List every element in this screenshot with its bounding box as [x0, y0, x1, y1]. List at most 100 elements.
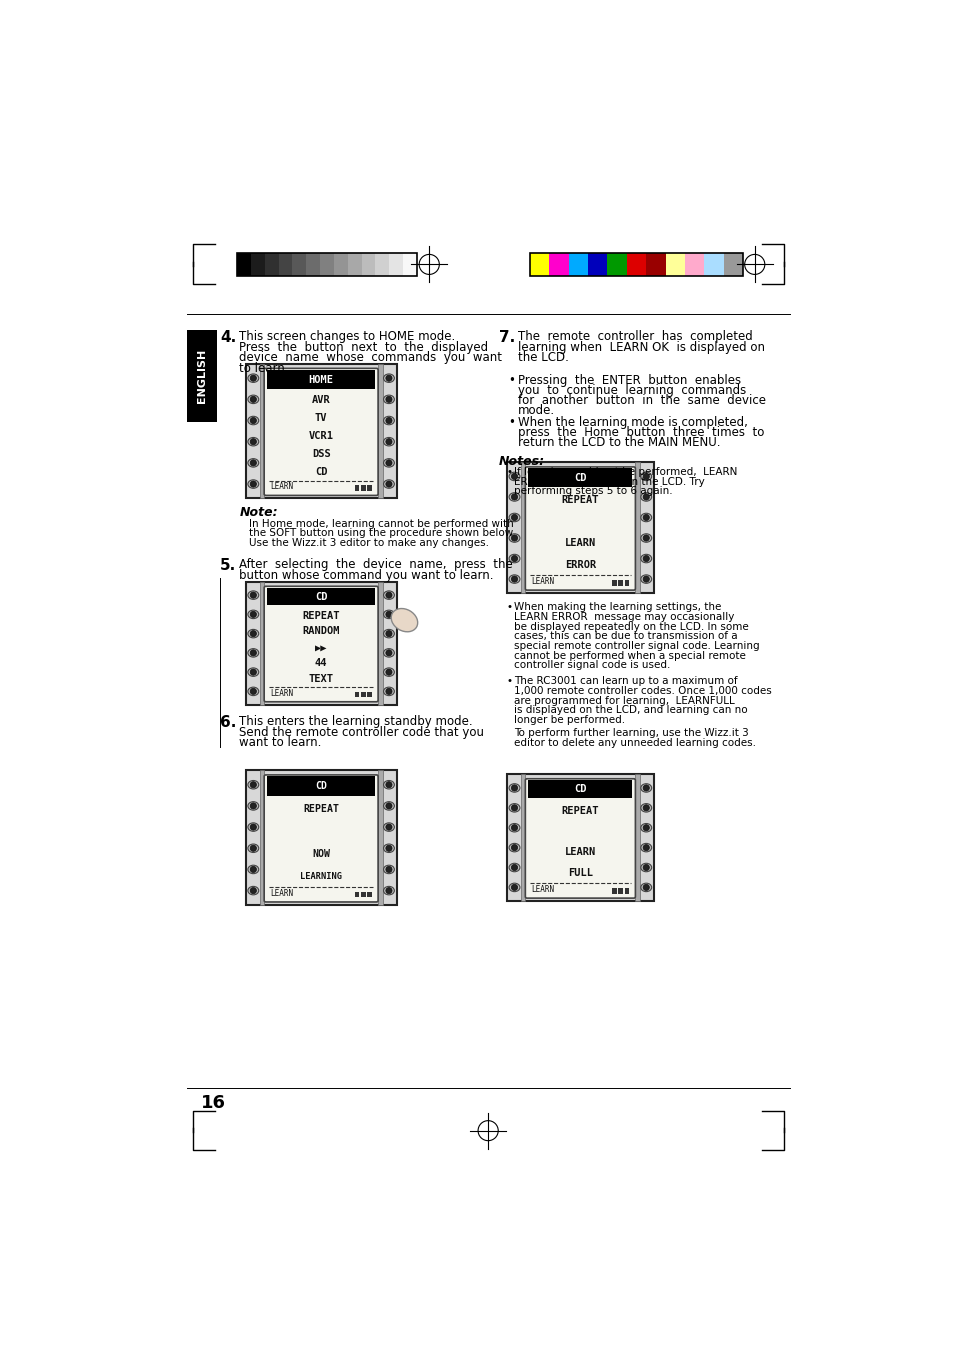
Ellipse shape [383, 824, 394, 832]
Text: After  selecting  the  device  name,  press  the: After selecting the device name, press t… [239, 558, 513, 571]
Bar [334, 252, 347, 275]
Text: controller signal code is used.: controller signal code is used. [514, 660, 670, 670]
Circle shape [642, 784, 649, 791]
Ellipse shape [640, 533, 651, 543]
Bar [587, 252, 607, 275]
Circle shape [250, 481, 256, 487]
Text: Use the Wizz.it 3 editor to make any changes.: Use the Wizz.it 3 editor to make any cha… [249, 537, 489, 548]
Text: REPEAT: REPEAT [303, 805, 338, 814]
Bar [360, 486, 365, 491]
Ellipse shape [509, 803, 519, 813]
Bar [319, 252, 334, 275]
Text: VCR1: VCR1 [309, 431, 334, 441]
Text: •: • [506, 602, 512, 613]
Circle shape [642, 576, 649, 582]
Text: LEARN: LEARN [270, 688, 294, 698]
Text: want to learn.: want to learn. [239, 736, 321, 749]
Bar [607, 252, 626, 275]
Ellipse shape [248, 374, 258, 382]
Circle shape [250, 612, 256, 617]
Circle shape [642, 474, 649, 479]
Bar [389, 252, 402, 275]
Text: 44: 44 [314, 659, 327, 668]
Text: CD: CD [314, 467, 327, 477]
Text: REPEAT: REPEAT [561, 495, 598, 505]
Text: •: • [508, 374, 515, 386]
Bar [355, 486, 359, 491]
Circle shape [642, 514, 649, 521]
Ellipse shape [509, 863, 519, 872]
Bar [292, 252, 306, 275]
Text: This screen changes to HOME mode.: This screen changes to HOME mode. [239, 329, 456, 343]
Ellipse shape [509, 784, 519, 792]
Text: REPEAT: REPEAT [561, 806, 598, 815]
Bar [360, 892, 365, 898]
Circle shape [385, 593, 392, 598]
Bar [267, 370, 375, 389]
Circle shape [250, 397, 256, 402]
Ellipse shape [383, 844, 394, 852]
Ellipse shape [248, 865, 258, 873]
Circle shape [385, 782, 392, 788]
Circle shape [385, 867, 392, 872]
Text: When the learning mode is completed,: When the learning mode is completed, [517, 416, 747, 429]
Ellipse shape [248, 479, 258, 489]
Text: 1,000 remote controller codes. Once 1,000 codes: 1,000 remote controller codes. Once 1,00… [514, 686, 771, 697]
FancyBboxPatch shape [525, 779, 635, 898]
Bar [187, 329, 216, 423]
Bar [361, 252, 375, 275]
Text: 7.: 7. [498, 329, 515, 344]
Circle shape [511, 884, 517, 891]
Bar [278, 252, 292, 275]
Circle shape [250, 887, 256, 894]
Bar [618, 888, 622, 894]
Text: HOME: HOME [309, 374, 334, 385]
Text: REPEAT: REPEAT [302, 610, 339, 621]
Text: longer be performed.: longer be performed. [514, 716, 625, 725]
Text: special remote controller signal code. Learning: special remote controller signal code. L… [514, 641, 760, 651]
Circle shape [385, 417, 392, 424]
Bar [528, 468, 632, 487]
Text: The  remote  controller  has  completed: The remote controller has completed [517, 329, 752, 343]
Ellipse shape [383, 479, 394, 489]
Bar [549, 252, 568, 275]
Text: RANDOM: RANDOM [302, 626, 339, 636]
Ellipse shape [640, 824, 651, 832]
Bar [375, 252, 389, 275]
Ellipse shape [383, 374, 394, 382]
Ellipse shape [248, 648, 258, 657]
Ellipse shape [248, 887, 258, 895]
Ellipse shape [248, 668, 258, 676]
Ellipse shape [509, 575, 519, 583]
Ellipse shape [391, 609, 417, 632]
Ellipse shape [640, 784, 651, 792]
Bar [723, 252, 742, 275]
Text: LEARN: LEARN [564, 848, 596, 857]
Text: In Home mode, learning cannot be performed with: In Home mode, learning cannot be perform… [249, 518, 514, 528]
Text: CD: CD [314, 591, 327, 602]
Ellipse shape [509, 844, 519, 852]
Circle shape [642, 805, 649, 811]
Ellipse shape [248, 416, 258, 425]
Text: Send the remote controller code that you: Send the remote controller code that you [239, 726, 484, 738]
Text: the LCD.: the LCD. [517, 351, 569, 364]
Ellipse shape [383, 865, 394, 873]
Circle shape [642, 884, 649, 891]
Bar [612, 580, 617, 586]
Circle shape [250, 782, 256, 788]
Ellipse shape [248, 396, 258, 404]
Ellipse shape [383, 396, 394, 404]
FancyBboxPatch shape [264, 586, 377, 702]
Bar [568, 252, 587, 275]
Bar [530, 252, 549, 275]
Text: Pressing  the  ENTER  button  enables: Pressing the ENTER button enables [517, 374, 740, 386]
Circle shape [385, 460, 392, 466]
Text: Notes:: Notes: [498, 455, 544, 467]
Ellipse shape [248, 437, 258, 446]
Text: 5.: 5. [220, 558, 236, 572]
Ellipse shape [248, 610, 258, 618]
Circle shape [385, 845, 392, 852]
Text: LEARN ERROR  message may occasionally: LEARN ERROR message may occasionally [514, 612, 734, 622]
Ellipse shape [509, 824, 519, 832]
Circle shape [250, 417, 256, 424]
